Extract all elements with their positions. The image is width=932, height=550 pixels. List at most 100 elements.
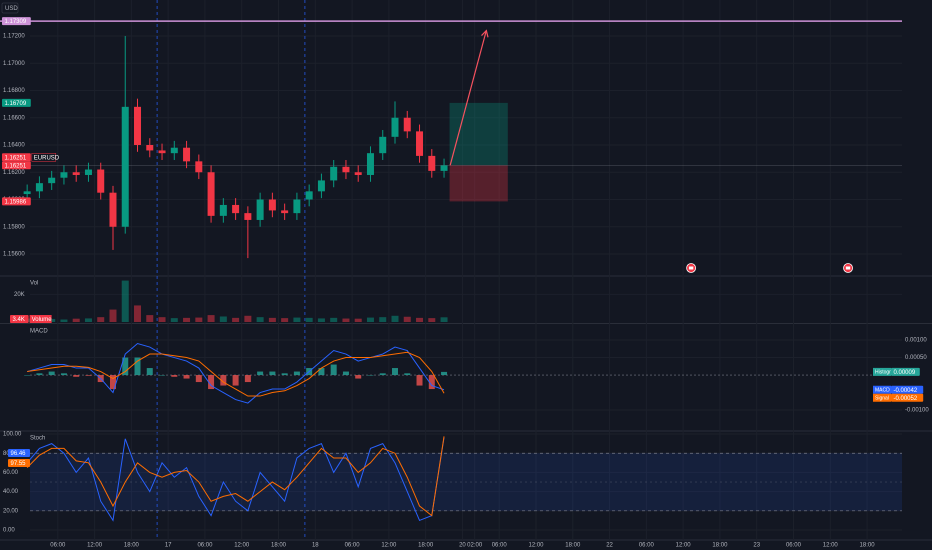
last-value-bg [8,459,30,467]
symbol-tag: EURUSD [34,155,60,161]
histogram-bar [171,375,178,377]
volume-bar [342,318,350,322]
x-tick-label: 18:00 [860,543,876,549]
volume-bar [232,317,240,322]
candle-body [366,153,374,175]
y-tick-label: 1.16400 [3,143,25,149]
last-value-bg [8,449,30,457]
histogram-bar [330,364,337,376]
price-label-bg [2,197,31,206]
pane-title: Vol [30,281,38,287]
y-tick-label: 20K [14,292,25,298]
x-tick-label: 12:00 [87,543,103,549]
x-tick-label: 06:00 [345,543,361,549]
last-value: -0.00052 [894,396,918,402]
candle-body [60,172,68,178]
volume-bar [121,280,129,322]
histogram-bar [73,375,80,377]
x-tick-label: 12:00 [528,543,544,549]
price-label-bg [2,161,31,170]
legend-name-bg [873,367,891,376]
volume-bar [403,316,411,322]
histogram-bar [159,375,166,376]
volume-bar [440,317,448,322]
candle-body [170,147,178,154]
histogram-bar [416,375,423,386]
volume-bar [317,318,325,322]
price-label-bg [2,17,31,26]
candle-body [72,172,80,175]
volume-bar [281,318,289,322]
event-flag [688,266,694,270]
legend-name: Signal [875,396,889,402]
x-tick-label: 06:00 [50,543,66,549]
volume-bar [391,315,399,322]
x-tick-label: 23 [753,543,760,549]
stop-zone[interactable] [449,165,508,202]
y-tick-label: 0.00050 [905,355,927,361]
candle-body [428,155,436,171]
histogram-bar [244,375,251,383]
histogram-bar [24,375,31,376]
pane-title: Stoch [30,436,45,442]
histogram-bar [293,371,300,376]
volume-bar [158,317,166,322]
histogram-bar [36,373,43,376]
histogram-bar [355,375,362,379]
symbol-tag-bg [31,153,57,162]
x-tick-label: 12:00 [823,543,839,549]
last-value: -0.00042 [894,388,918,394]
macd-line [27,342,445,404]
histogram-bar [195,375,202,383]
currency: USD [5,6,18,12]
y-tick-label: 1.17200 [3,34,25,40]
candle-body [281,210,289,214]
y-tick-label: 20.00 [3,508,19,514]
volume-bar [109,309,117,322]
histogram-bar [391,368,398,376]
candle-body [330,166,338,181]
histogram-bar [232,375,239,386]
histogram-bar [208,375,215,390]
volume-bar [72,318,80,322]
volume-bar [366,317,374,322]
candle-body [195,161,203,173]
price-label: 1.15986 [5,199,27,205]
last-value-bg [891,393,924,402]
y-tick-label: 1.17000 [3,61,25,67]
histogram-bar [220,375,227,386]
histogram-bar [367,375,374,376]
volume-bar [268,317,276,322]
last-value-bg [891,385,924,394]
x-tick-label: 18:00 [565,543,581,549]
candle-body [207,172,215,216]
price-label-bg [2,153,31,162]
target-zone[interactable] [449,102,508,166]
currency-chip[interactable] [1,2,19,14]
legend-bg [29,315,52,323]
volume-bar [195,317,203,322]
stoch-line [26,437,445,522]
y-tick-label: 1.16800 [3,88,25,94]
volume-bar [48,318,56,322]
histogram-bar [318,368,325,376]
x-tick-label: 18:00 [418,543,434,549]
price-label: 1.16251 [5,155,27,161]
candle-body [379,136,387,154]
histogram-bar [342,371,349,376]
arrow[interactable] [449,30,487,166]
x-tick-label: 12:00 [234,543,250,549]
y-tick-label: 0.00 [3,528,15,534]
legend-name-bg [873,385,891,394]
histogram-bar [109,375,116,390]
candle-body [403,117,411,132]
volume-bar [428,318,436,322]
y-tick-label: 0.00100 [905,338,927,344]
candle-body [244,213,252,220]
histogram-bar [134,357,141,376]
candle-body [121,106,129,227]
volume-bar [244,315,252,322]
